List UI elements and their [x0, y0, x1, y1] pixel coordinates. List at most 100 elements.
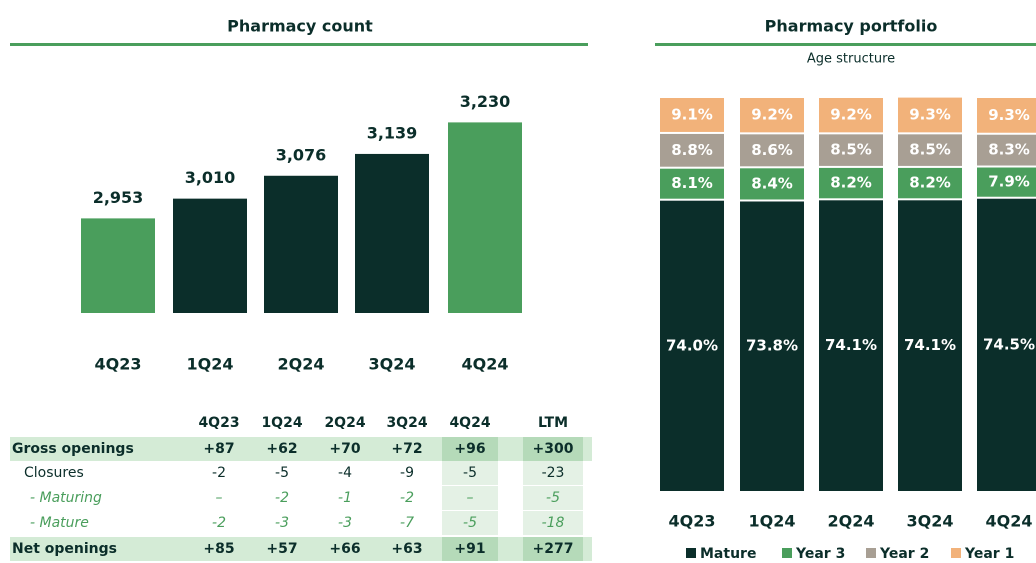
value-label: 3,139 — [367, 123, 418, 142]
segment-label: 8.2% — [830, 174, 872, 192]
col-band — [442, 537, 498, 561]
segment-label: 9.2% — [751, 106, 793, 124]
row-label: Gross openings — [12, 441, 134, 457]
segment-label: 9.3% — [988, 106, 1030, 124]
cell: -5 — [463, 515, 477, 531]
row-label: Closures — [24, 465, 84, 481]
segment-label: 9.1% — [671, 105, 713, 123]
segment-label: 8.8% — [671, 141, 713, 159]
segment-label: 74.1% — [825, 336, 877, 354]
segment-label: 8.2% — [909, 174, 951, 192]
column-header: 1Q24 — [261, 415, 302, 431]
cell: -1 — [338, 490, 352, 506]
cell: -5 — [275, 465, 289, 481]
bar-segment — [740, 98, 804, 133]
bar-segment — [898, 167, 962, 199]
segment-label: 8.4% — [751, 174, 793, 192]
segment-label: 8.6% — [751, 141, 793, 159]
cell: – — [467, 490, 474, 506]
cell: +96 — [454, 441, 485, 457]
bar-segment — [740, 134, 804, 167]
x-tick-label: 2Q24 — [278, 355, 325, 374]
bar-segment — [660, 200, 724, 491]
cell: -23 — [542, 465, 565, 481]
legend-label: Year 1 — [964, 546, 1014, 562]
row-label: Net openings — [12, 541, 117, 557]
column-header: 3Q24 — [386, 415, 427, 431]
bar-segment — [977, 98, 1036, 133]
col-band — [442, 461, 498, 485]
bar-segment — [819, 200, 883, 491]
chart-title: Pharmacy portfolio — [765, 17, 938, 36]
cell: -3 — [338, 515, 352, 531]
legend-swatch — [686, 548, 696, 558]
bar-segment — [740, 201, 804, 492]
chart-title: Pharmacy count — [227, 17, 373, 36]
cell: -9 — [400, 465, 414, 481]
chart-subtitle: Age structure — [807, 52, 895, 67]
bar — [173, 198, 247, 313]
cell: -2 — [212, 465, 226, 481]
segment-label: 9.2% — [830, 106, 872, 124]
bar-segment — [977, 198, 1036, 491]
bar — [81, 218, 155, 313]
bar-segment — [660, 98, 724, 132]
bar-segment — [898, 97, 962, 133]
bar-segment — [660, 133, 724, 167]
segment-label: 8.5% — [830, 141, 872, 159]
cell: -4 — [338, 465, 352, 481]
segment-label: 8.1% — [671, 174, 713, 192]
value-label: 3,076 — [276, 145, 327, 164]
x-tick-label: 4Q23 — [95, 355, 142, 374]
cell: +66 — [329, 541, 360, 557]
cell: +72 — [391, 441, 422, 457]
cell: -2 — [212, 515, 226, 531]
segment-label: 9.3% — [909, 105, 951, 123]
bar-segment — [660, 168, 724, 199]
x-tick-label: 3Q24 — [369, 355, 416, 374]
x-tick-label: 1Q24 — [749, 512, 796, 531]
legend-label: Mature — [700, 546, 756, 562]
cell: +87 — [203, 441, 234, 457]
cell: +91 — [454, 541, 485, 557]
col-band — [523, 511, 583, 535]
col-band — [523, 461, 583, 485]
segment-label: 8.3% — [988, 141, 1030, 159]
cell: -2 — [400, 490, 414, 506]
x-tick-label: 3Q24 — [907, 512, 954, 531]
cell: -18 — [542, 515, 565, 531]
cell: -7 — [400, 515, 414, 531]
cell: +70 — [329, 441, 360, 457]
segment-label: 74.1% — [904, 336, 956, 354]
cell: +62 — [266, 441, 297, 457]
column-header: LTM — [538, 415, 568, 431]
title-rule — [655, 43, 1036, 46]
row-label: - Maturing — [30, 490, 102, 506]
segment-label: 8.5% — [909, 141, 951, 159]
cell: +63 — [391, 541, 422, 557]
cell: -3 — [275, 515, 289, 531]
segment-label: 74.0% — [666, 336, 718, 354]
legend-swatch — [782, 548, 792, 558]
col-band — [442, 511, 498, 535]
cell: +277 — [533, 541, 574, 557]
column-header: 4Q24 — [449, 415, 490, 431]
cell: -5 — [546, 490, 560, 506]
cell: +57 — [266, 541, 297, 557]
col-band — [442, 486, 498, 510]
bar-segment — [740, 168, 804, 200]
x-tick-label: 2Q24 — [828, 512, 875, 531]
title-rule — [10, 43, 588, 46]
cell: -2 — [275, 490, 289, 506]
value-label: 2,953 — [93, 188, 144, 207]
bar — [448, 122, 522, 314]
bar-segment — [977, 134, 1036, 166]
cell: – — [216, 490, 223, 506]
legend-swatch — [866, 548, 876, 558]
cell: +85 — [203, 541, 234, 557]
bar-segment — [898, 200, 962, 491]
col-band — [523, 437, 583, 461]
cell: +300 — [533, 441, 574, 457]
value-label: 3,010 — [185, 168, 236, 187]
